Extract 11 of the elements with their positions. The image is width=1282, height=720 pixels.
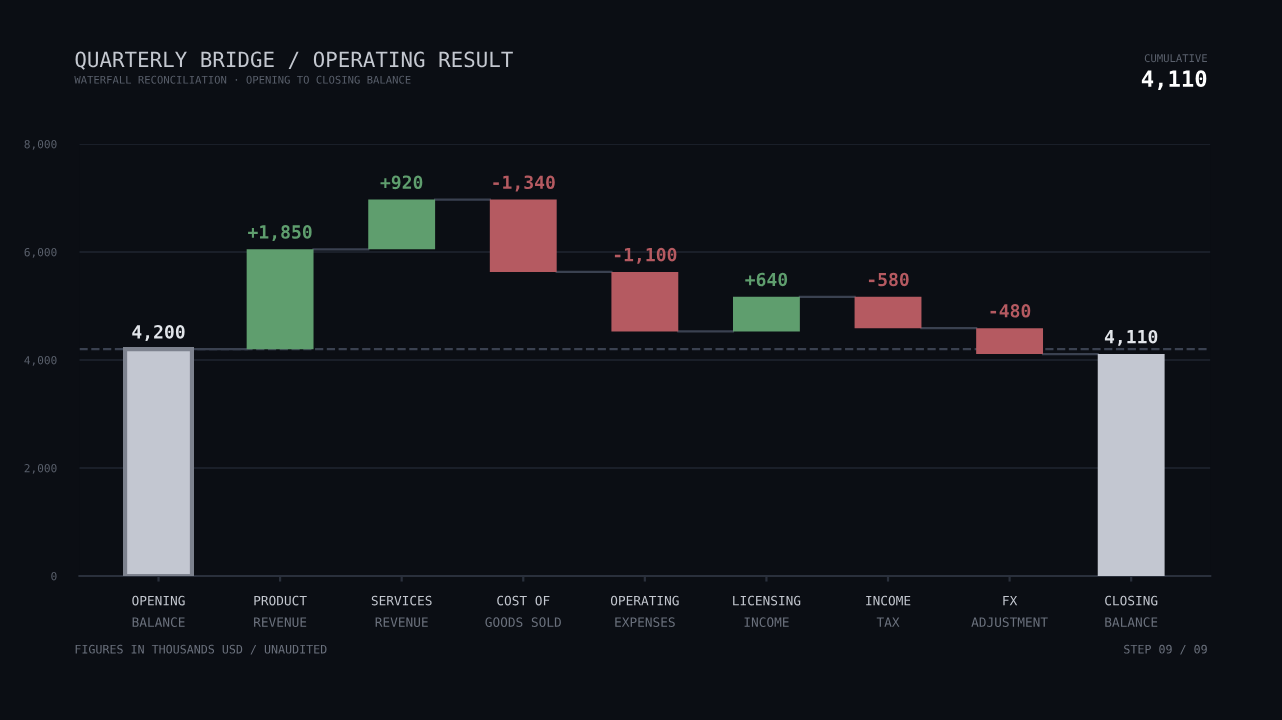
- data-label: 4,110: [1104, 329, 1158, 346]
- data-label: -1,340: [493, 175, 555, 192]
- data-label: -1,100: [614, 247, 677, 264]
- text: 4,110: [1141, 70, 1207, 90]
- data-label: +640: [745, 272, 788, 287]
- data-label: -480: [990, 303, 1031, 318]
- chart-title: QUARTERLY BRIDGE / OPERATING RESULT: [75, 51, 513, 70]
- data-label: 4,200: [132, 325, 185, 341]
- data-label: +920: [380, 175, 423, 190]
- data-label: +1,850: [248, 225, 312, 242]
- data-label: -580: [868, 272, 909, 287]
